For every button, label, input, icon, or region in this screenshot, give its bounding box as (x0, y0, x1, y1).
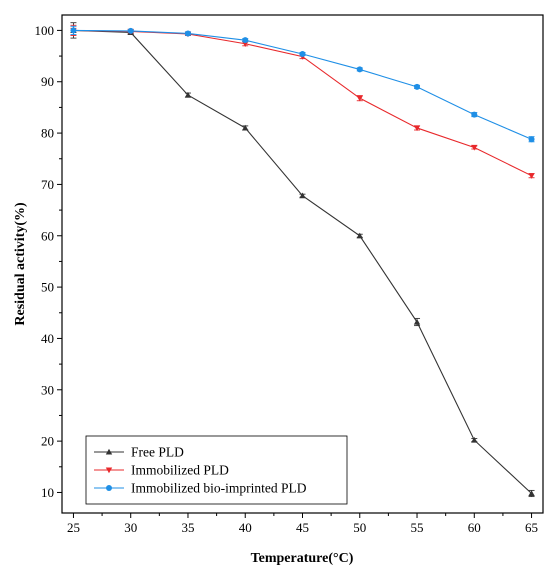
series-1 (70, 22, 535, 498)
data-point (299, 51, 306, 58)
legend-marker (105, 448, 113, 455)
legend-entry: Immobilized bio-imprinted PLD (94, 481, 307, 496)
x-tick-label: 25 (67, 520, 80, 535)
series-layer (70, 22, 535, 498)
y-tick-label: 10 (41, 485, 54, 500)
y-tick-label: 90 (41, 74, 54, 89)
legend-entry: Immobilized PLD (94, 463, 229, 478)
y-tick-label: 70 (41, 177, 54, 192)
x-tick-label: 45 (296, 520, 309, 535)
legend-label: Immobilized bio-imprinted PLD (131, 481, 307, 496)
x-tick-label: 35 (181, 520, 194, 535)
series-line (73, 29, 532, 140)
x-tick-label: 65 (525, 520, 538, 535)
data-point (528, 490, 535, 497)
x-tick-label: 50 (353, 520, 366, 535)
y-tick-label: 80 (41, 126, 54, 141)
y-tick-label: 40 (41, 331, 54, 346)
legend-label: Immobilized PLD (131, 463, 229, 478)
data-point (471, 111, 478, 118)
series-line (73, 29, 532, 494)
data-point (471, 436, 478, 443)
y-tick-label: 100 (35, 23, 55, 38)
x-tick-label: 60 (468, 520, 481, 535)
data-point (242, 124, 249, 131)
legend-box (85, 435, 348, 505)
legend-marker (105, 467, 113, 474)
y-axis-title: Residual activity(%) (13, 202, 28, 326)
y-tick-label: 20 (41, 434, 54, 449)
x-tick-label: 40 (239, 520, 252, 535)
data-point (127, 27, 134, 34)
legend: Free PLD Immobilized PLD Immobilized bio-i… (85, 435, 348, 505)
y-tick-label: 60 (41, 228, 54, 243)
data-point (528, 136, 535, 143)
x-axis: 25 30 35 40 45 50 55 60 65 (67, 513, 538, 535)
y-tick-label: 50 (41, 280, 54, 295)
data-point (184, 30, 191, 37)
data-point (184, 91, 192, 98)
x-tick-label: 30 (124, 520, 137, 535)
x-axis-title: Temperature(°C) (251, 551, 354, 566)
data-point (356, 66, 363, 73)
data-point (356, 95, 363, 102)
data-point (413, 318, 421, 325)
series-3 (70, 25, 535, 143)
data-point (242, 37, 249, 44)
data-point (471, 144, 478, 151)
data-point (356, 232, 363, 239)
y-tick-label: 30 (41, 382, 54, 397)
legend-label: Free PLD (131, 445, 184, 460)
data-point (70, 27, 77, 34)
data-point (414, 83, 421, 90)
data-point (299, 192, 306, 199)
data-point (413, 125, 421, 132)
series-2 (70, 24, 535, 179)
y-axis: 10 20 30 40 50 60 70 80 90 100 (35, 23, 62, 500)
legend-entry: Free PLD (94, 445, 184, 460)
data-point (528, 173, 535, 179)
legend-marker (106, 485, 112, 491)
x-tick-label: 55 (411, 520, 424, 535)
